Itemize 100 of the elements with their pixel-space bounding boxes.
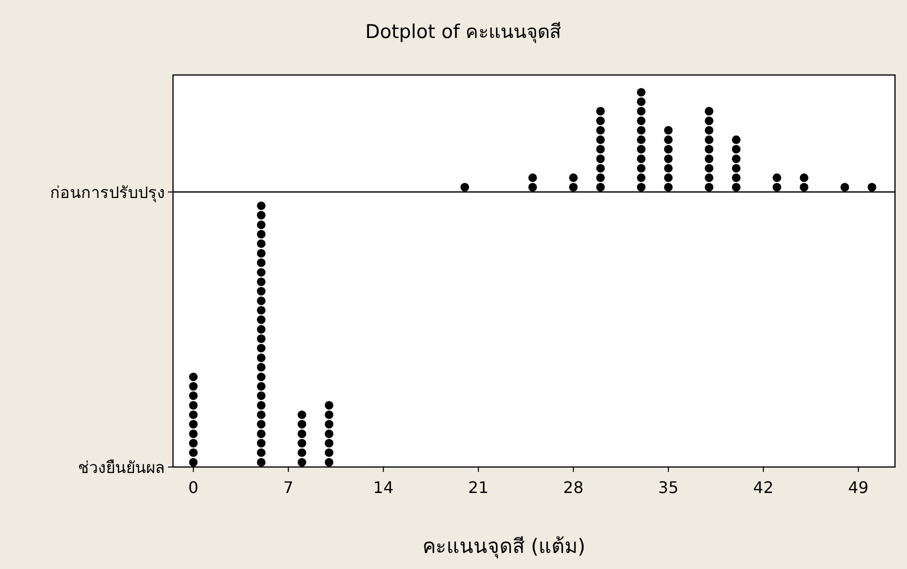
point <box>189 391 198 400</box>
point <box>298 438 306 448</box>
point <box>189 458 198 467</box>
point <box>256 334 266 344</box>
legend-label: ช่วงยืนยันผล <box>78 458 165 477</box>
x-tick-label: 28 <box>563 478 584 497</box>
point <box>256 344 266 352</box>
point <box>636 182 646 192</box>
point <box>732 173 741 182</box>
point <box>256 277 266 286</box>
point <box>256 458 266 467</box>
point <box>256 201 266 210</box>
point <box>189 372 198 382</box>
point <box>704 164 714 173</box>
point <box>528 173 537 182</box>
point <box>256 430 266 438</box>
x-tick-label: 42 <box>753 478 774 497</box>
x-axis-title: คะแนนจุดสี (แต้ม) <box>422 534 586 559</box>
point <box>704 144 714 154</box>
x-tick-label: 21 <box>468 478 489 497</box>
point <box>189 401 198 410</box>
point <box>256 420 266 428</box>
point <box>298 448 306 457</box>
point <box>868 182 876 192</box>
point <box>772 182 782 192</box>
point <box>256 410 266 420</box>
point <box>256 325 266 334</box>
point <box>664 164 673 173</box>
point <box>256 306 266 315</box>
point <box>298 458 306 467</box>
point <box>256 362 266 372</box>
point <box>840 182 850 192</box>
point <box>732 135 741 144</box>
point <box>324 420 334 428</box>
point <box>636 126 646 135</box>
x-tick-label: 0 <box>188 478 198 497</box>
point <box>256 438 266 448</box>
point <box>664 154 673 164</box>
point <box>596 164 605 173</box>
point <box>324 410 334 420</box>
point <box>664 182 673 192</box>
point <box>664 173 673 182</box>
point <box>636 173 646 182</box>
x-tick-label: 7 <box>283 478 294 497</box>
point <box>664 135 673 144</box>
point <box>256 249 266 258</box>
point <box>256 296 266 306</box>
point <box>298 430 306 438</box>
point <box>324 458 334 467</box>
point <box>324 401 334 410</box>
point <box>596 106 605 116</box>
point <box>636 97 646 106</box>
point <box>636 135 646 144</box>
point <box>664 126 673 135</box>
point <box>596 144 605 154</box>
point <box>636 88 646 97</box>
point <box>732 182 741 192</box>
point <box>596 116 605 126</box>
point <box>664 144 673 154</box>
point <box>460 182 470 192</box>
point <box>569 173 578 182</box>
x-tick-label: 35 <box>658 478 679 497</box>
point <box>256 382 266 391</box>
point <box>596 154 605 164</box>
x-tick-label: 14 <box>373 478 394 497</box>
point <box>256 239 266 248</box>
point <box>256 353 266 362</box>
point <box>636 154 646 164</box>
point <box>256 448 266 457</box>
point <box>324 438 334 448</box>
point <box>256 286 266 296</box>
point <box>528 182 537 192</box>
point <box>256 220 266 230</box>
point <box>704 154 714 164</box>
point <box>636 116 646 126</box>
point <box>732 154 741 164</box>
point <box>324 448 334 457</box>
point <box>772 173 782 182</box>
point <box>569 182 578 192</box>
point <box>800 173 808 182</box>
point <box>704 126 714 135</box>
point <box>189 430 198 438</box>
point <box>189 420 198 428</box>
point <box>189 448 198 457</box>
point <box>298 410 306 420</box>
point <box>636 164 646 173</box>
point <box>704 182 714 192</box>
legend-label: ก่อนการปรับปรุง <box>50 183 165 203</box>
point <box>704 116 714 126</box>
point <box>732 164 741 173</box>
point <box>704 106 714 116</box>
point <box>256 372 266 382</box>
point <box>256 315 266 324</box>
point <box>256 391 266 400</box>
point <box>596 182 605 192</box>
point <box>189 382 198 391</box>
point <box>256 401 266 410</box>
point <box>636 106 646 116</box>
point <box>704 135 714 144</box>
chart-title: Dotplot of คะแนนจุดสี <box>365 21 562 44</box>
